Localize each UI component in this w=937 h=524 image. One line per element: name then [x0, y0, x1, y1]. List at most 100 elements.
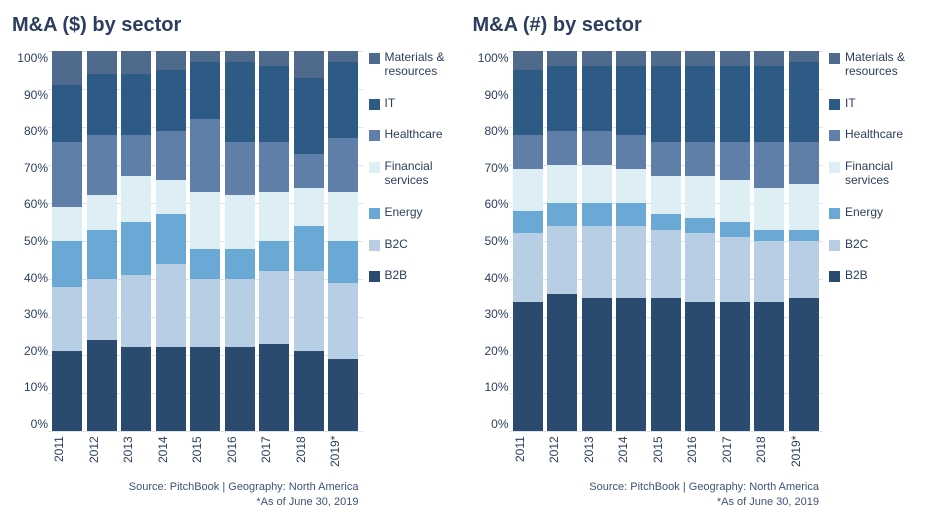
- bar: [294, 51, 324, 431]
- x-axis-dollar: 201120122013201420152016201720182019*: [48, 436, 363, 476]
- bar-segment: [547, 294, 577, 431]
- x-tick-label: 2011: [513, 436, 543, 476]
- y-tick-label: 100%: [478, 51, 509, 65]
- x-tick-label: 2019*: [328, 436, 358, 476]
- x-tick-label: 2018: [754, 436, 784, 476]
- x-tick-label: 2013: [582, 436, 612, 476]
- panel-title-dollar: M&A ($) by sector: [12, 14, 469, 37]
- x-tick-label: 2018: [294, 436, 324, 476]
- source-dollar: Source: PitchBook | Geography: North Ame…: [48, 480, 363, 510]
- bar-segment: [121, 347, 151, 431]
- bar-segment: [225, 249, 255, 279]
- legend-label: Healthcare: [845, 128, 903, 142]
- bar-segment: [616, 169, 646, 203]
- bar: [190, 51, 220, 431]
- legend-swatch: [369, 162, 380, 173]
- x-tick-label: 2015: [190, 436, 220, 476]
- bar: [651, 51, 681, 431]
- legend-swatch: [829, 130, 840, 141]
- bar-segment: [789, 142, 819, 184]
- y-tick-label: 0%: [31, 417, 48, 431]
- bar-segment: [789, 230, 819, 241]
- bar-segment: [259, 241, 289, 271]
- bar-segment: [156, 70, 186, 131]
- y-tick-label: 20%: [484, 344, 508, 358]
- y-axis-count: 100%90%80%70%60%50%40%30%20%10%0%: [469, 51, 509, 431]
- bar-segment: [328, 359, 358, 431]
- bar-segment: [87, 340, 117, 431]
- bar-segment: [52, 207, 82, 241]
- bar-segment: [328, 241, 358, 283]
- x-tick-label: 2017: [720, 436, 750, 476]
- bar-segment: [720, 142, 750, 180]
- bar-segment: [582, 165, 612, 203]
- bar-segment: [121, 275, 151, 347]
- bar-segment: [720, 222, 750, 237]
- bar-segment: [259, 142, 289, 191]
- bar-segment: [225, 142, 255, 195]
- grid-line: [509, 431, 824, 432]
- legend-label: B2B: [845, 269, 868, 283]
- legend-label: Materials & resources: [385, 51, 469, 79]
- bars-count: [509, 51, 824, 431]
- bar-segment: [259, 66, 289, 142]
- bar-segment: [328, 283, 358, 359]
- bar-segment: [156, 264, 186, 348]
- bar-segment: [513, 135, 543, 169]
- legend-item: Materials & resources: [369, 51, 469, 79]
- bar: [789, 51, 819, 431]
- bar-segment: [52, 351, 82, 431]
- legend-swatch: [369, 271, 380, 282]
- bar-segment: [328, 192, 358, 241]
- bar-segment: [720, 237, 750, 302]
- bar-segment: [582, 203, 612, 226]
- legend-item: Energy: [369, 206, 469, 220]
- bar-segment: [547, 51, 577, 66]
- bar-segment: [754, 142, 784, 188]
- bar-segment: [616, 51, 646, 66]
- bar-segment: [685, 142, 715, 176]
- bar-segment: [294, 351, 324, 431]
- bar-segment: [121, 222, 151, 275]
- bar-segment: [547, 226, 577, 294]
- y-tick-label: 70%: [484, 161, 508, 175]
- bar: [225, 51, 255, 431]
- y-tick-label: 20%: [24, 344, 48, 358]
- bar: [513, 51, 543, 431]
- bar-segment: [328, 51, 358, 62]
- bar-segment: [294, 188, 324, 226]
- legend-item: Healthcare: [369, 128, 469, 142]
- bar: [754, 51, 784, 431]
- y-tick-label: 60%: [24, 197, 48, 211]
- bar-segment: [156, 214, 186, 263]
- bar-segment: [513, 169, 543, 211]
- bar-segment: [190, 51, 220, 62]
- bar-segment: [294, 51, 324, 78]
- chart-col-count: 201120122013201420152016201720182019* So…: [509, 45, 824, 514]
- panel-dollar: M&A ($) by sector 100%90%80%70%60%50%40%…: [8, 10, 469, 514]
- y-axis-dollar: 100%90%80%70%60%50%40%30%20%10%0%: [8, 51, 48, 431]
- legend-label: Financial services: [845, 160, 929, 188]
- y-tick-label: 70%: [24, 161, 48, 175]
- legend-swatch: [829, 271, 840, 282]
- chart-col-dollar: 201120122013201420152016201720182019* So…: [48, 45, 363, 514]
- legend-item: Financial services: [369, 160, 469, 188]
- bar: [52, 51, 82, 431]
- bar-segment: [87, 51, 117, 74]
- y-tick-label: 50%: [484, 234, 508, 248]
- bar-segment: [754, 230, 784, 241]
- source-count: Source: PitchBook | Geography: North Ame…: [509, 480, 824, 510]
- bar-segment: [789, 62, 819, 142]
- legend-item: Materials & resources: [829, 51, 929, 79]
- y-tick-label: 30%: [24, 307, 48, 321]
- bar-segment: [582, 131, 612, 165]
- page: M&A ($) by sector 100%90%80%70%60%50%40%…: [0, 0, 937, 524]
- bar-segment: [87, 135, 117, 196]
- x-tick-label: 2014: [616, 436, 646, 476]
- bar-segment: [547, 66, 577, 131]
- legend-swatch: [829, 53, 840, 64]
- x-tick-label: 2016: [225, 436, 255, 476]
- bar-segment: [582, 66, 612, 131]
- bar-segment: [789, 184, 819, 230]
- panel-title-count: M&A (#) by sector: [473, 14, 930, 37]
